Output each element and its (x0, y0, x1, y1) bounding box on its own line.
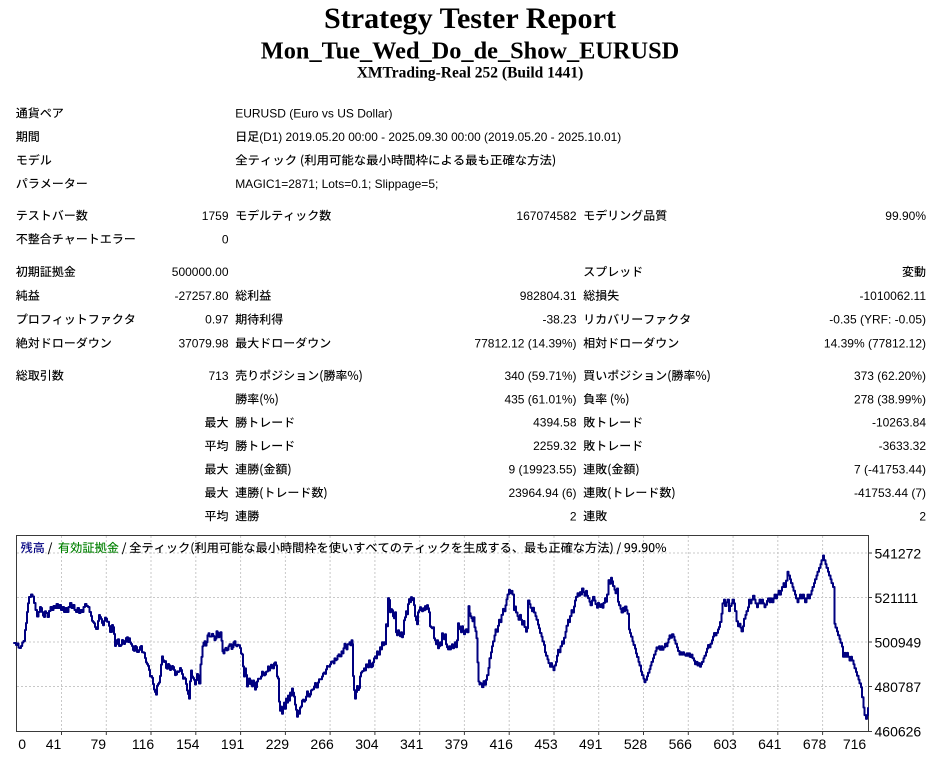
svg-text:-38.23: -38.23 (542, 313, 576, 327)
svg-text:(D1) 2019.05.20 00:00 - 2025.0: (D1) 2019.05.20 00:00 - 2025.09.30 00:00… (259, 130, 621, 144)
svg-text:416: 416 (490, 736, 514, 752)
svg-text:453: 453 (534, 736, 558, 752)
svg-text:229: 229 (266, 736, 290, 752)
svg-text:480787: 480787 (875, 679, 922, 695)
svg-text:MAGIC1=2871; Lots=0.1; Slippag: MAGIC1=2871; Lots=0.1; Slippage=5; (235, 177, 438, 191)
svg-text:678: 678 (803, 736, 827, 752)
svg-text:304: 304 (355, 736, 379, 752)
svg-text:340 (59.71%): 340 (59.71%) (504, 369, 576, 383)
svg-text:521111: 521111 (875, 590, 919, 606)
svg-text:491: 491 (579, 736, 603, 752)
svg-text:23964.94 (6): 23964.94 (6) (508, 486, 576, 500)
svg-text:7 (-41753.44): 7 (-41753.44) (854, 463, 926, 477)
svg-text:167074582: 167074582 (516, 209, 576, 223)
svg-text:14.39% (77812.12): 14.39% (77812.12) (824, 336, 926, 350)
svg-text:373 (62.20%): 373 (62.20%) (854, 369, 926, 383)
svg-text:-10263.84: -10263.84 (872, 416, 926, 430)
svg-text:116: 116 (132, 736, 155, 752)
svg-text:154: 154 (176, 736, 200, 752)
svg-text:541272: 541272 (875, 545, 922, 561)
svg-text:1759: 1759 (202, 209, 229, 223)
svg-text:XMTrading-Real 252 (Build 1441: XMTrading-Real 252 (Build 1441) (357, 64, 584, 81)
svg-text:-27257.80: -27257.80 (174, 289, 228, 303)
svg-text:2: 2 (570, 509, 577, 523)
svg-text:716: 716 (843, 736, 867, 752)
svg-text:-1010062.11: -1010062.11 (859, 289, 926, 303)
svg-text:79: 79 (91, 736, 107, 752)
svg-text:37079.98: 37079.98 (178, 336, 228, 350)
svg-text:77812.12 (14.39%): 77812.12 (14.39%) (474, 336, 576, 350)
svg-text:2: 2 (919, 509, 926, 523)
svg-text:Mon_Tue_Wed_Do_de_Show_EURUSD: Mon_Tue_Wed_Do_de_Show_EURUSD (261, 38, 679, 65)
svg-text:500949: 500949 (875, 634, 922, 650)
svg-text:435 (61.01%): 435 (61.01%) (504, 392, 576, 406)
svg-text:99.90%: 99.90% (885, 209, 926, 223)
svg-text:41: 41 (46, 736, 62, 752)
svg-text:460626: 460626 (875, 723, 922, 739)
svg-text:-3633.32: -3633.32 (879, 439, 927, 453)
svg-text:528: 528 (624, 736, 648, 752)
svg-text:EURUSD (Euro vs US Dollar): EURUSD (Euro vs US Dollar) (235, 106, 392, 120)
svg-text:500000.00: 500000.00 (172, 265, 229, 279)
svg-text:603: 603 (713, 736, 737, 752)
svg-text:379: 379 (445, 736, 469, 752)
svg-text:266: 266 (310, 736, 334, 752)
svg-text:713: 713 (208, 369, 228, 383)
svg-text:-41753.44 (7): -41753.44 (7) (854, 486, 926, 500)
svg-text:641: 641 (758, 736, 782, 752)
svg-text:9 (19923.55): 9 (19923.55) (508, 463, 576, 477)
svg-text:566: 566 (669, 736, 693, 752)
svg-text:Strategy Tester Report: Strategy Tester Report (324, 1, 616, 35)
svg-text:191: 191 (221, 736, 245, 752)
svg-text:0: 0 (222, 232, 229, 246)
svg-text:982804.31: 982804.31 (520, 289, 577, 303)
svg-text:-0.35 (YRF: -0.05): -0.35 (YRF: -0.05) (829, 313, 926, 327)
svg-text:2259.32: 2259.32 (533, 439, 577, 453)
svg-text:4394.58: 4394.58 (533, 416, 577, 430)
svg-text:0: 0 (18, 736, 26, 752)
svg-text:341: 341 (400, 736, 424, 752)
svg-text:0.97: 0.97 (205, 313, 229, 327)
svg-text:278 (38.99%): 278 (38.99%) (854, 392, 926, 406)
